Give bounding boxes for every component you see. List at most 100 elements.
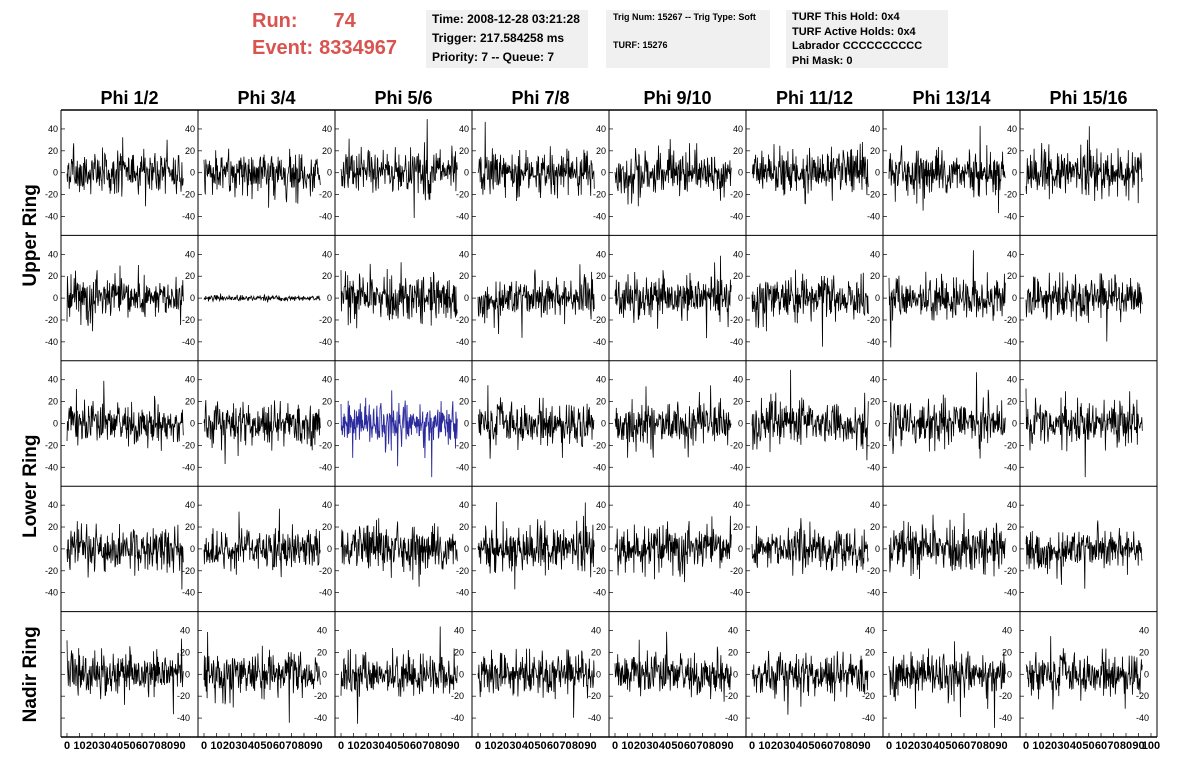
waveform-trace bbox=[888, 512, 1006, 580]
waveform-trace bbox=[1025, 520, 1143, 589]
y-tick-label: -40 bbox=[730, 462, 743, 472]
y-tick-label: 20 bbox=[185, 522, 195, 532]
y-tick-label: 20 bbox=[454, 647, 464, 657]
y-tick-label: -20 bbox=[182, 440, 195, 450]
y-tick-label: 20 bbox=[322, 271, 332, 281]
x-tick-label: 90 bbox=[858, 740, 870, 752]
x-tick-label: 20 bbox=[360, 740, 372, 752]
x-tick-label: 90 bbox=[173, 740, 185, 752]
x-tick-label: 50 bbox=[808, 740, 820, 752]
x-tick-label: 80 bbox=[161, 740, 173, 752]
y-tick-label: -20 bbox=[456, 315, 469, 325]
waveform-trace bbox=[340, 262, 458, 329]
y-tick-label: 20 bbox=[48, 522, 58, 532]
y-tick-label: 40 bbox=[870, 375, 880, 385]
x-tick-label: 40 bbox=[1070, 740, 1082, 752]
y-tick-label: 40 bbox=[1007, 375, 1017, 385]
x-tick-label: 90 bbox=[721, 740, 733, 752]
y-tick-label: 20 bbox=[48, 146, 58, 156]
y-tick-label: 0 bbox=[596, 669, 601, 679]
column-title: Phi 1/2 bbox=[100, 88, 158, 108]
y-tick-label: 0 bbox=[738, 293, 743, 303]
y-tick-label: -20 bbox=[867, 440, 880, 450]
x-tick-label: 50 bbox=[671, 740, 683, 752]
waveform-trace bbox=[888, 250, 1006, 348]
y-tick-label: -40 bbox=[45, 211, 58, 221]
y-tick-label: 20 bbox=[459, 397, 469, 407]
y-tick-label: 20 bbox=[596, 522, 606, 532]
y-tick-label: 20 bbox=[1139, 647, 1149, 657]
run-event-header: Run: 74 Event: 8334967 bbox=[252, 8, 397, 62]
y-tick-label: 0 bbox=[322, 669, 327, 679]
y-tick-label: 20 bbox=[1007, 522, 1017, 532]
y-tick-label: 20 bbox=[1007, 397, 1017, 407]
y-tick-label: 40 bbox=[459, 375, 469, 385]
event-label: Event: bbox=[252, 37, 314, 59]
waveform-trace bbox=[477, 264, 595, 338]
y-tick-label: 40 bbox=[870, 124, 880, 134]
y-tick-label: 40 bbox=[591, 626, 601, 636]
y-tick-label: 20 bbox=[48, 397, 58, 407]
column-title: Phi 9/10 bbox=[643, 88, 711, 108]
y-tick-label: 40 bbox=[459, 249, 469, 259]
y-tick-label: -20 bbox=[999, 691, 1012, 701]
x-tick-label: 20 bbox=[1045, 740, 1057, 752]
x-tick-label: 20 bbox=[223, 740, 235, 752]
y-tick-label: -20 bbox=[1004, 566, 1017, 576]
y-tick-label: 40 bbox=[1007, 249, 1017, 259]
y-tick-label: 20 bbox=[596, 397, 606, 407]
y-tick-label: 20 bbox=[733, 146, 743, 156]
y-tick-label: 0 bbox=[53, 544, 58, 554]
x-tick-label: 10 bbox=[347, 740, 359, 752]
y-tick-label: -40 bbox=[730, 588, 743, 598]
y-tick-label: 20 bbox=[180, 647, 190, 657]
y-tick-label: -20 bbox=[1004, 315, 1017, 325]
y-tick-label: 40 bbox=[180, 626, 190, 636]
y-tick-label: 40 bbox=[459, 500, 469, 510]
waveform-trace bbox=[614, 631, 732, 702]
x-tick-label: 60 bbox=[821, 740, 833, 752]
x-tick-label: 20 bbox=[86, 740, 98, 752]
y-tick-label: 40 bbox=[733, 500, 743, 510]
y-tick-label: 0 bbox=[53, 293, 58, 303]
y-tick-label: 0 bbox=[1012, 293, 1017, 303]
x-tick-label: 40 bbox=[385, 740, 397, 752]
y-tick-label: -20 bbox=[730, 315, 743, 325]
y-tick-label: 40 bbox=[322, 500, 332, 510]
y-tick-label: -20 bbox=[45, 566, 58, 576]
y-tick-label: 0 bbox=[738, 419, 743, 429]
y-tick-label: 40 bbox=[317, 626, 327, 636]
x-tick-label: 40 bbox=[659, 740, 671, 752]
x-tick-label: 90 bbox=[995, 740, 1007, 752]
x-tick-label: 80 bbox=[709, 740, 721, 752]
y-tick-label: -40 bbox=[45, 588, 58, 598]
x-tick-label: 30 bbox=[646, 740, 658, 752]
time-info-box: Time: 2008-12-28 03:21:28 Trigger: 217.5… bbox=[426, 10, 588, 68]
y-tick-label: -40 bbox=[456, 462, 469, 472]
waveform-trace bbox=[477, 121, 595, 202]
waveform-trace bbox=[477, 502, 595, 590]
y-tick-label: -40 bbox=[182, 588, 195, 598]
y-tick-label: -40 bbox=[593, 588, 606, 598]
y-tick-label: 0 bbox=[875, 168, 880, 178]
y-tick-label: 20 bbox=[185, 146, 195, 156]
x-tick-label: 50 bbox=[1082, 740, 1094, 752]
y-tick-label: -40 bbox=[182, 462, 195, 472]
x-tick-label: 80 bbox=[572, 740, 584, 752]
waveform-trace bbox=[888, 372, 1006, 459]
x-tick-label: 80 bbox=[846, 740, 858, 752]
y-tick-label: -40 bbox=[45, 462, 58, 472]
y-tick-label: -20 bbox=[730, 190, 743, 200]
y-tick-label: 0 bbox=[327, 419, 332, 429]
y-tick-label: -20 bbox=[593, 566, 606, 576]
y-tick-label: 40 bbox=[865, 626, 875, 636]
column-title: Phi 15/16 bbox=[1049, 88, 1127, 108]
event-value: 8334967 bbox=[319, 37, 397, 59]
y-tick-label: 20 bbox=[733, 522, 743, 532]
y-tick-label: -20 bbox=[182, 190, 195, 200]
y-tick-label: 0 bbox=[190, 168, 195, 178]
turf-active-text: TURF Active Holds: 0x4 bbox=[792, 25, 916, 38]
y-tick-label: 0 bbox=[464, 168, 469, 178]
y-tick-label: 0 bbox=[738, 168, 743, 178]
waveform-trace bbox=[614, 255, 732, 339]
